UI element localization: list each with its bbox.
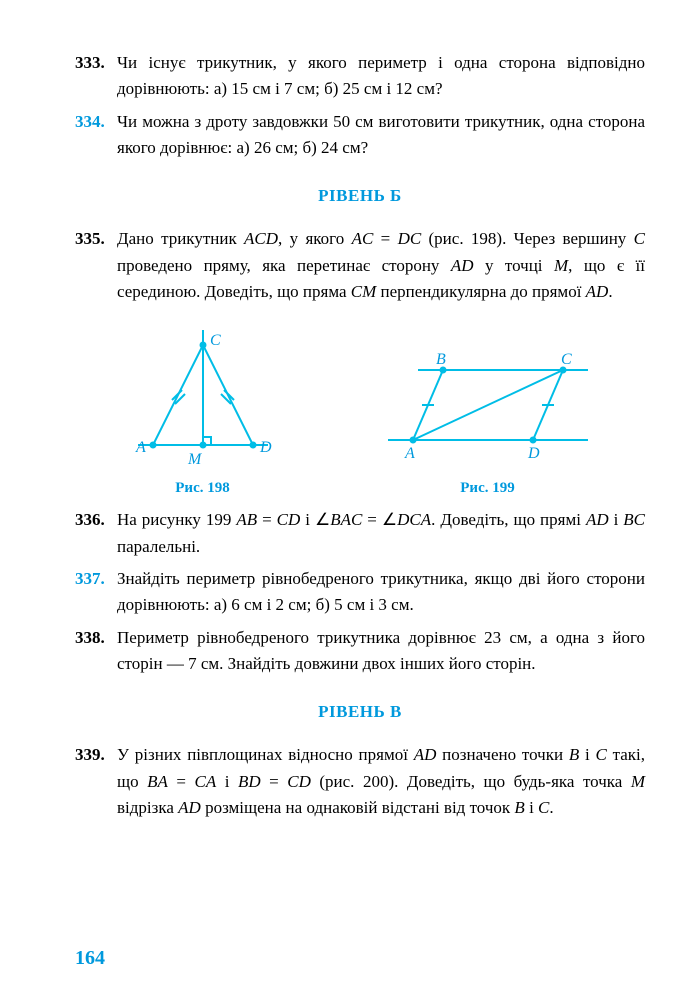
section-heading-v: РІВЕНЬ В — [75, 702, 645, 722]
problem-text: Чи можна з дроту завдовжки 50 см виготов… — [117, 109, 645, 162]
problem-text: На рисунку 199 AB = CD і ∠BAC = ∠DCA. До… — [117, 507, 645, 560]
section-heading-b: РІВЕНЬ Б — [75, 186, 645, 206]
problem-335: 335. Дано трикутник ACD, у якого AC = DC… — [75, 226, 645, 305]
svg-text:D: D — [259, 439, 272, 456]
figure-caption: Рис. 198 — [128, 480, 278, 497]
problem-333: 333. Чи існує трикутник, у якого перимет… — [75, 50, 645, 103]
problem-text: Знайдіть периметр рівнобедреного трикутн… — [117, 566, 645, 619]
problem-number: 338. — [75, 625, 117, 678]
svg-text:C: C — [561, 351, 572, 368]
problem-text: Периметр рівнобедреного трикутника дорів… — [117, 625, 645, 678]
problem-number: 339. — [75, 742, 117, 821]
svg-text:C: C — [210, 332, 221, 349]
svg-text:B: B — [436, 351, 446, 368]
problem-number: 337. — [75, 566, 117, 619]
figure-199: A D B C Рис. 199 — [383, 350, 593, 497]
problem-text: Дано трикутник ACD, у якого AC = DC (рис… — [117, 226, 645, 305]
triangle-diagram-icon: A D C M — [128, 330, 278, 470]
problem-number: 334. — [75, 109, 117, 162]
page-number: 164 — [75, 947, 105, 970]
svg-text:D: D — [527, 445, 540, 462]
problem-text: У різних півплощинах відносно прямої AD … — [117, 742, 645, 821]
svg-text:A: A — [135, 439, 146, 456]
problem-339: 339. У різних півплощинах відносно прямо… — [75, 742, 645, 821]
problem-number: 335. — [75, 226, 117, 305]
figure-caption: Рис. 199 — [383, 480, 593, 497]
textbook-page: 333. Чи існує трикутник, у якого перимет… — [0, 0, 700, 1000]
problem-number: 333. — [75, 50, 117, 103]
svg-text:M: M — [187, 451, 203, 468]
figures-row: A D C M Рис. 198 — [75, 330, 645, 497]
parallelogram-diagram-icon: A D B C — [383, 350, 593, 470]
problem-337: 337. Знайдіть периметр рівнобедреного тр… — [75, 566, 645, 619]
figure-198: A D C M Рис. 198 — [128, 330, 278, 497]
svg-text:A: A — [404, 445, 415, 462]
problem-336: 336. На рисунку 199 AB = CD і ∠BAC = ∠DC… — [75, 507, 645, 560]
problem-338: 338. Периметр рівнобедреного трикутника … — [75, 625, 645, 678]
problem-text: Чи існує трикутник, у якого периметр і о… — [117, 50, 645, 103]
problem-334: 334. Чи можна з дроту завдовжки 50 см ви… — [75, 109, 645, 162]
problem-number: 336. — [75, 507, 117, 560]
